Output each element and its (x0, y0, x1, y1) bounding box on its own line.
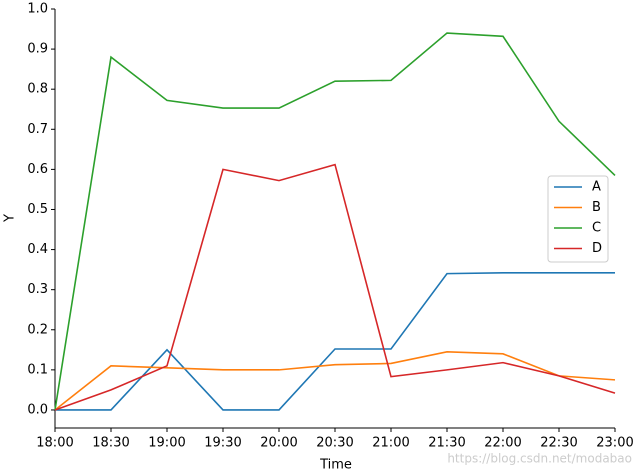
y-tick-label: 0.0 (27, 402, 48, 417)
y-tick-label: 0.5 (27, 202, 48, 217)
legend-box (547, 175, 609, 263)
line-series (54, 163, 616, 411)
x-tick-label: 21:30 (428, 436, 465, 451)
x-tick-label: 18:00 (36, 436, 73, 451)
legend-label: D (592, 241, 602, 256)
x-axis-label: Time (319, 458, 352, 473)
legend-label: C (592, 221, 601, 236)
line-series (54, 32, 616, 411)
x-tick-label: 20:00 (260, 436, 297, 451)
y-tick-label: 0.1 (27, 362, 48, 377)
line-series (55, 272, 615, 411)
y-tick-label: 0.9 (27, 42, 48, 57)
x-tick-label: 22:00 (484, 436, 521, 451)
x-tick-label: 20:30 (316, 436, 353, 451)
y-tick-label: 0.6 (27, 162, 48, 177)
y-tick-label: 0.3 (27, 282, 48, 297)
y-axis-label: Y (3, 214, 18, 223)
y-tick-label: 1.0 (27, 2, 48, 17)
y-tick-label: 0.8 (27, 82, 48, 97)
y-tick-label: 0.4 (27, 242, 48, 257)
x-tick-label: 22:30 (540, 436, 577, 451)
legend-label: A (592, 180, 601, 195)
legend-label: B (592, 200, 601, 215)
x-tick-label: 19:00 (148, 436, 185, 451)
y-tick-label: 0.7 (27, 122, 48, 137)
line-series (54, 351, 616, 411)
x-tick-label: 19:30 (204, 436, 241, 451)
y-tick-label: 0.2 (27, 322, 48, 337)
x-tick-label: 23:00 (596, 436, 633, 451)
watermark: https://blog.csdn.net/modabao (447, 452, 632, 466)
x-tick-label: 18:30 (92, 436, 129, 451)
x-tick-label: 21:00 (372, 436, 409, 451)
